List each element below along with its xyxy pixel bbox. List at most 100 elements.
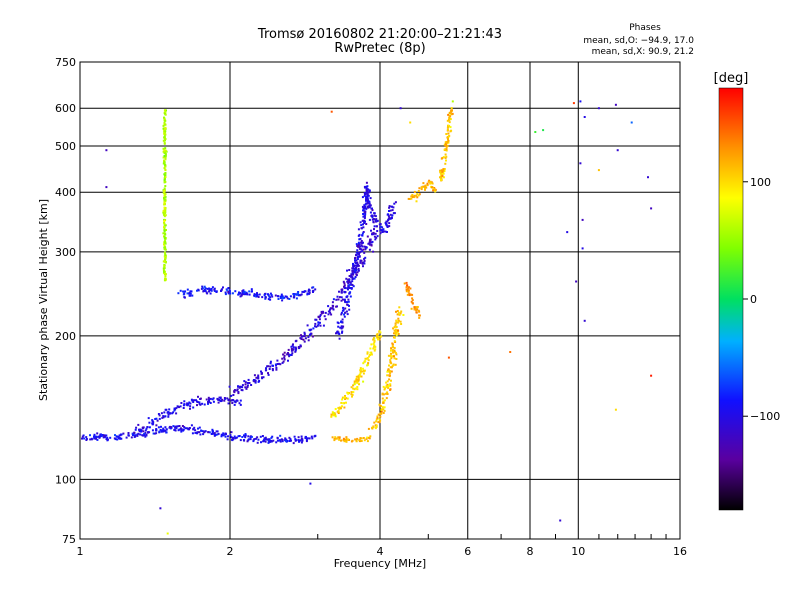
data-point bbox=[133, 431, 136, 434]
data-point bbox=[357, 241, 360, 244]
data-point bbox=[164, 133, 167, 136]
data-point bbox=[319, 313, 322, 316]
data-point bbox=[357, 269, 360, 272]
data-point bbox=[348, 292, 351, 295]
data-point bbox=[371, 240, 374, 243]
data-point bbox=[208, 290, 210, 293]
data-point bbox=[367, 188, 370, 191]
data-point bbox=[390, 366, 393, 369]
data-point bbox=[190, 424, 193, 427]
data-point bbox=[188, 427, 191, 429]
data-point bbox=[360, 244, 363, 247]
x-tick-label: 4 bbox=[377, 545, 384, 558]
data-point bbox=[270, 440, 273, 443]
data-point bbox=[135, 426, 138, 429]
data-point bbox=[365, 181, 368, 184]
data-point bbox=[163, 235, 166, 238]
data-point bbox=[301, 439, 304, 442]
data-point bbox=[147, 417, 150, 420]
data-point bbox=[338, 436, 341, 439]
data-point bbox=[365, 198, 367, 201]
data-point bbox=[222, 286, 224, 289]
data-point bbox=[375, 225, 378, 228]
data-point bbox=[650, 374, 653, 377]
data-point bbox=[338, 290, 340, 293]
data-point bbox=[371, 216, 374, 219]
data-point bbox=[417, 309, 420, 312]
data-point bbox=[134, 435, 137, 438]
colorbar-unit-label: [deg] bbox=[714, 71, 749, 86]
data-point bbox=[120, 437, 123, 440]
data-point bbox=[348, 308, 351, 311]
data-point bbox=[264, 297, 267, 300]
data-point bbox=[207, 402, 209, 405]
data-point bbox=[201, 285, 204, 288]
data-point bbox=[164, 126, 167, 129]
data-point bbox=[271, 368, 274, 370]
data-point bbox=[359, 259, 362, 262]
data-point bbox=[180, 429, 183, 432]
data-point bbox=[365, 185, 368, 188]
data-point bbox=[96, 438, 99, 441]
data-point bbox=[358, 238, 361, 241]
data-point bbox=[409, 287, 412, 290]
data-point bbox=[213, 290, 216, 292]
data-point bbox=[451, 100, 454, 103]
data-point bbox=[211, 398, 214, 401]
data-point bbox=[177, 292, 180, 295]
data-point bbox=[581, 247, 584, 250]
data-point bbox=[370, 207, 373, 210]
data-point bbox=[376, 219, 379, 222]
data-point bbox=[297, 439, 300, 442]
data-point bbox=[390, 357, 393, 360]
data-point bbox=[366, 357, 369, 360]
data-point bbox=[335, 332, 337, 335]
data-point bbox=[302, 338, 305, 341]
x-tick-label: 16 bbox=[673, 545, 687, 558]
data-point bbox=[382, 385, 385, 388]
data-point bbox=[407, 286, 410, 289]
data-point bbox=[224, 435, 227, 438]
data-point bbox=[300, 334, 302, 337]
data-point bbox=[447, 124, 450, 127]
data-point bbox=[351, 395, 353, 398]
data-point bbox=[163, 226, 165, 229]
data-point bbox=[338, 406, 341, 409]
data-point bbox=[390, 349, 393, 352]
data-point bbox=[130, 436, 133, 439]
data-point bbox=[238, 386, 241, 389]
data-point bbox=[363, 215, 366, 218]
data-point bbox=[271, 364, 274, 367]
data-point bbox=[364, 193, 367, 195]
data-point bbox=[347, 280, 350, 283]
data-point bbox=[138, 428, 140, 431]
data-point bbox=[116, 438, 119, 441]
data-point bbox=[256, 441, 259, 444]
data-point bbox=[382, 408, 385, 411]
data-point bbox=[189, 407, 191, 410]
data-point bbox=[89, 434, 91, 437]
data-point bbox=[362, 213, 365, 215]
data-point bbox=[277, 298, 280, 300]
data-point bbox=[347, 278, 350, 281]
colorbar bbox=[718, 87, 744, 511]
data-point bbox=[359, 237, 362, 240]
data-point bbox=[597, 107, 600, 110]
data-point bbox=[283, 296, 286, 299]
data-point bbox=[410, 307, 413, 310]
data-point bbox=[430, 186, 433, 189]
data-point bbox=[341, 398, 344, 401]
data-point bbox=[371, 233, 373, 236]
data-point bbox=[314, 288, 317, 291]
data-point bbox=[373, 341, 376, 344]
data-point bbox=[104, 435, 107, 438]
data-point bbox=[332, 298, 335, 301]
data-point bbox=[344, 307, 347, 310]
data-point bbox=[276, 359, 279, 362]
data-point bbox=[255, 376, 258, 379]
data-point bbox=[295, 297, 298, 300]
data-point bbox=[341, 318, 344, 321]
data-point bbox=[268, 295, 271, 298]
data-point bbox=[395, 353, 398, 356]
plot-border bbox=[79, 61, 681, 540]
